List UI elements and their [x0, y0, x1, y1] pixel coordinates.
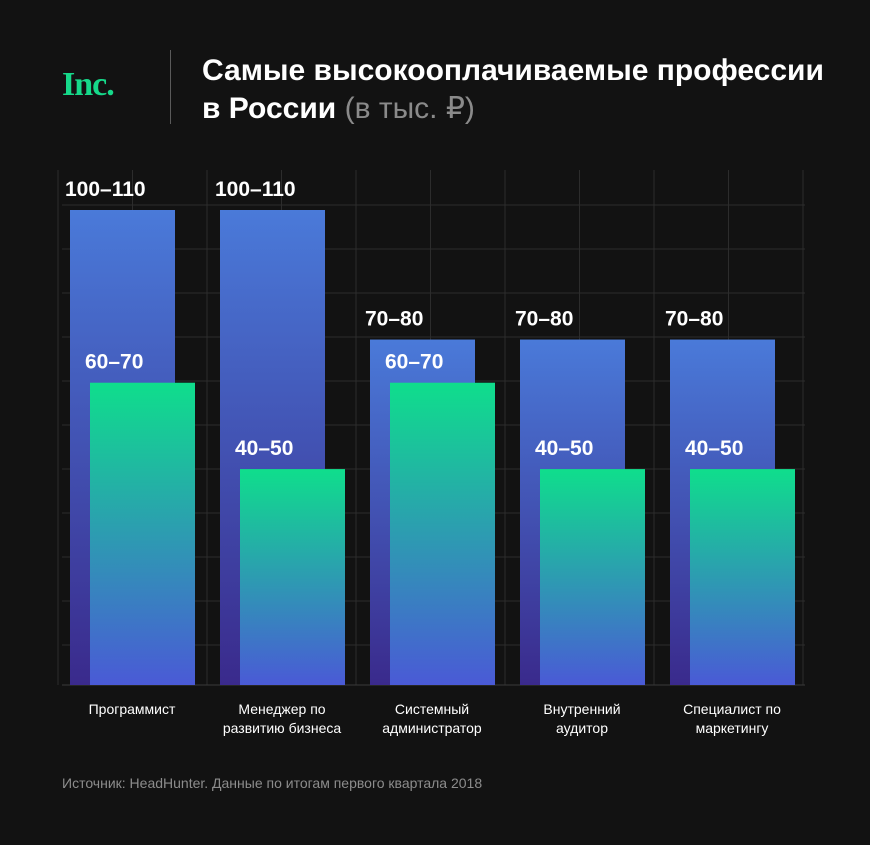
category-label: Системный — [395, 701, 469, 717]
category-label: Внутренний — [543, 701, 620, 717]
bar-series-2 — [90, 382, 195, 685]
source-note: Источник: HeadHunter. Данные по итогам п… — [62, 775, 483, 791]
category-label: Специалист по — [683, 701, 781, 717]
bar-series-2 — [240, 469, 345, 685]
chart-title: Самые высокооплачиваемые профессии в Рос… — [202, 52, 842, 128]
data-label-series-2: 40–50 — [535, 437, 593, 460]
bar-series-2 — [390, 382, 495, 685]
data-label-series-1: 70–80 — [665, 308, 723, 331]
inc-logo: Inc. — [62, 66, 115, 103]
category-label: Менеджер по — [238, 701, 325, 717]
category-label: развитию бизнеса — [223, 720, 341, 736]
data-label-series-2: 40–50 — [685, 437, 743, 460]
header-divider — [170, 50, 171, 124]
data-label-series-2: 60–70 — [385, 351, 443, 374]
category-label: администратор — [382, 720, 482, 736]
category-label: аудитор — [556, 720, 608, 736]
data-label-series-1: 100–110 — [215, 178, 296, 201]
category-label: Программист — [89, 701, 176, 717]
category-label: маркетингу — [696, 720, 769, 736]
data-label-series-2: 60–70 — [85, 351, 143, 374]
data-label-series-2: 40–50 — [235, 437, 293, 460]
title-unit: (в тыс. ₽) — [344, 92, 475, 125]
bar-series-2 — [540, 469, 645, 685]
title-text: Самые высокооплачиваемые профессии в Рос… — [202, 54, 824, 125]
data-label-series-1: 70–80 — [515, 308, 573, 331]
data-label-series-1: 100–110 — [65, 178, 146, 201]
bar-series-2 — [690, 469, 795, 685]
data-label-series-1: 70–80 — [365, 308, 423, 331]
